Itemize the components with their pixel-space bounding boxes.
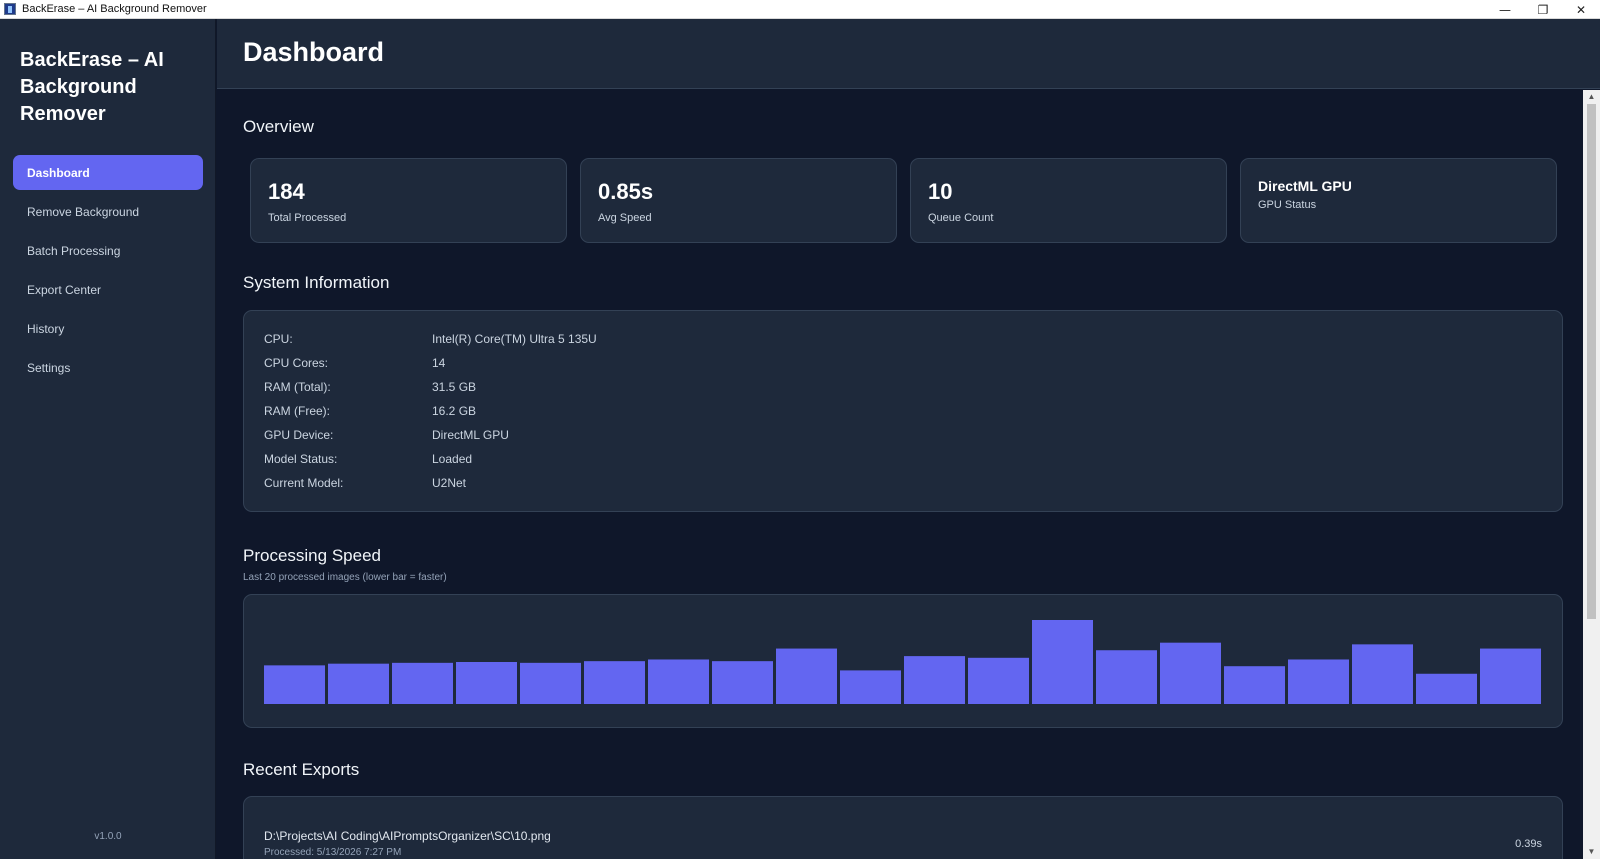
speed-bar-2 — [328, 663, 389, 704]
stat-card-avg-speed: 0.85s Avg Speed — [580, 158, 897, 243]
speed-bar-10 — [840, 670, 901, 704]
recent-exports-title: Recent Exports — [243, 760, 360, 779]
system-key: RAM (Free): — [264, 404, 330, 418]
system-value: Loaded — [432, 452, 473, 466]
speed-bar-11 — [904, 656, 965, 704]
system-row-ram-free: RAM (Free): 16.2 GB — [264, 404, 476, 418]
system-row-gpu-device: GPU Device: DirectML GPU — [264, 428, 509, 442]
stat-card-gpu-status: DirectML GPU GPU Status — [1240, 158, 1557, 243]
stat-value: 0.85s — [598, 179, 654, 204]
system-value: U2Net — [432, 476, 467, 490]
close-icon[interactable]: ✕ — [1575, 2, 1587, 17]
stat-label: Queue Count — [928, 212, 994, 224]
app-icon — [4, 3, 16, 15]
sidebar-item-history[interactable]: History — [27, 321, 65, 336]
app-brand: BackErase – AI Background Remover — [20, 49, 164, 125]
scroll-down-icon[interactable]: ▼ — [1587, 847, 1596, 856]
main-scrollbar[interactable]: ▲ ▼ — [1583, 90, 1600, 859]
speed-bar-3 — [392, 662, 453, 704]
sidebar-item-dashboard[interactable]: Dashboard — [13, 155, 203, 190]
system-key: CPU Cores: — [264, 356, 329, 370]
window-controls: — ❐ ✕ — [1486, 0, 1600, 19]
stat-value: DirectML GPU — [1258, 178, 1352, 194]
recent-exports-panel: D:\Projects\AI Coding\AIPromptsOrganizer… — [243, 796, 1563, 859]
speed-bar-14 — [1096, 650, 1157, 704]
speed-bar-4 — [456, 662, 517, 704]
speed-bar-13 — [1032, 620, 1093, 704]
processing-speed-subtitle: Last 20 processed images (lower bar = fa… — [243, 572, 447, 583]
sidebar-nav: Dashboard Remove Background Batch Proces… — [13, 155, 203, 389]
overview-cards: 184 Total Processed 0.85s Avg Speed 10 Q… — [250, 158, 1557, 243]
version-label: v1.0.0 — [94, 831, 122, 842]
speed-bar-18 — [1352, 644, 1413, 704]
scroll-up-icon[interactable]: ▲ — [1587, 92, 1596, 101]
system-info-title: System Information — [243, 273, 390, 292]
stat-label: Total Processed — [268, 212, 347, 224]
overview-title: Overview — [243, 117, 314, 136]
speed-bar-6 — [584, 661, 645, 704]
sidebar: BackErase – AI Background Remover Dashbo… — [0, 19, 216, 859]
system-key: CPU: — [264, 332, 293, 346]
speed-bar-9 — [776, 648, 837, 704]
stat-value: 10 — [928, 179, 953, 204]
speed-bar-17 — [1288, 659, 1349, 704]
processing-speed-title: Processing Speed — [243, 546, 381, 565]
stat-value: 184 — [268, 179, 305, 204]
speed-bar-7 — [648, 659, 709, 704]
sidebar-item-export-center[interactable]: Export Center — [27, 282, 102, 297]
speed-bar-20 — [1480, 648, 1541, 704]
stat-label: GPU Status — [1258, 199, 1317, 211]
system-key: Current Model: — [264, 476, 344, 490]
system-value: DirectML GPU — [432, 428, 509, 442]
processing-speed-chart — [243, 594, 1563, 728]
system-row-current-model: Current Model: U2Net — [264, 476, 466, 490]
system-row-ram-total: RAM (Total): 31.5 GB — [264, 380, 476, 394]
page-title: Dashboard — [243, 37, 385, 67]
system-value: 14 — [432, 356, 446, 370]
speed-bar-16 — [1224, 666, 1285, 704]
speed-bar-12 — [968, 657, 1029, 704]
export-duration: 0.39s — [1515, 838, 1542, 850]
speed-chart-svg — [264, 620, 1541, 704]
speed-bar-5 — [520, 662, 581, 704]
window-title: BackErase – AI Background Remover — [22, 3, 207, 15]
window-titlebar: BackErase – AI Background Remover — ❐ ✕ — [0, 0, 1600, 19]
sidebar-item-settings[interactable]: Settings — [27, 360, 71, 375]
system-value: 31.5 GB — [432, 380, 477, 394]
system-key: Model Status: — [264, 452, 338, 466]
system-row-model-status: Model Status: Loaded — [264, 452, 472, 466]
main-content: Overview 184 Total Processed 0.85s Avg S… — [217, 90, 1583, 859]
speed-bar-8 — [712, 661, 773, 704]
page-header: Dashboard — [217, 19, 1600, 89]
system-row-cpu-cores: CPU Cores: 14 — [264, 356, 445, 370]
system-value: 16.2 GB — [432, 404, 477, 418]
speed-bar-15 — [1160, 642, 1221, 704]
export-timestamp: Processed: 5/13/2026 7:27 PM — [264, 847, 402, 858]
stat-card-total-processed: 184 Total Processed — [250, 158, 567, 243]
speed-bar-1 — [264, 665, 325, 704]
system-key: GPU Device: — [264, 428, 334, 442]
stat-card-queue-count: 10 Queue Count — [910, 158, 1227, 243]
system-key: RAM (Total): — [264, 380, 331, 394]
stat-label: Avg Speed — [598, 212, 652, 224]
export-path: D:\Projects\AI Coding\AIPromptsOrganizer… — [264, 829, 551, 843]
scrollbar-thumb[interactable] — [1587, 104, 1596, 619]
system-value: Intel(R) Core(TM) Ultra 5 135U — [432, 332, 597, 346]
speed-bar-19 — [1416, 673, 1477, 704]
sidebar-item-batch-processing[interactable]: Batch Processing — [27, 243, 121, 258]
system-info-panel: CPU: Intel(R) Core(TM) Ultra 5 135U CPU … — [243, 310, 1563, 512]
minimize-icon[interactable]: — — [1499, 2, 1511, 17]
sidebar-item-remove-background[interactable]: Remove Background — [27, 204, 140, 219]
restore-icon[interactable]: ❐ — [1537, 2, 1549, 17]
system-row-cpu: CPU: Intel(R) Core(TM) Ultra 5 135U — [264, 332, 597, 346]
